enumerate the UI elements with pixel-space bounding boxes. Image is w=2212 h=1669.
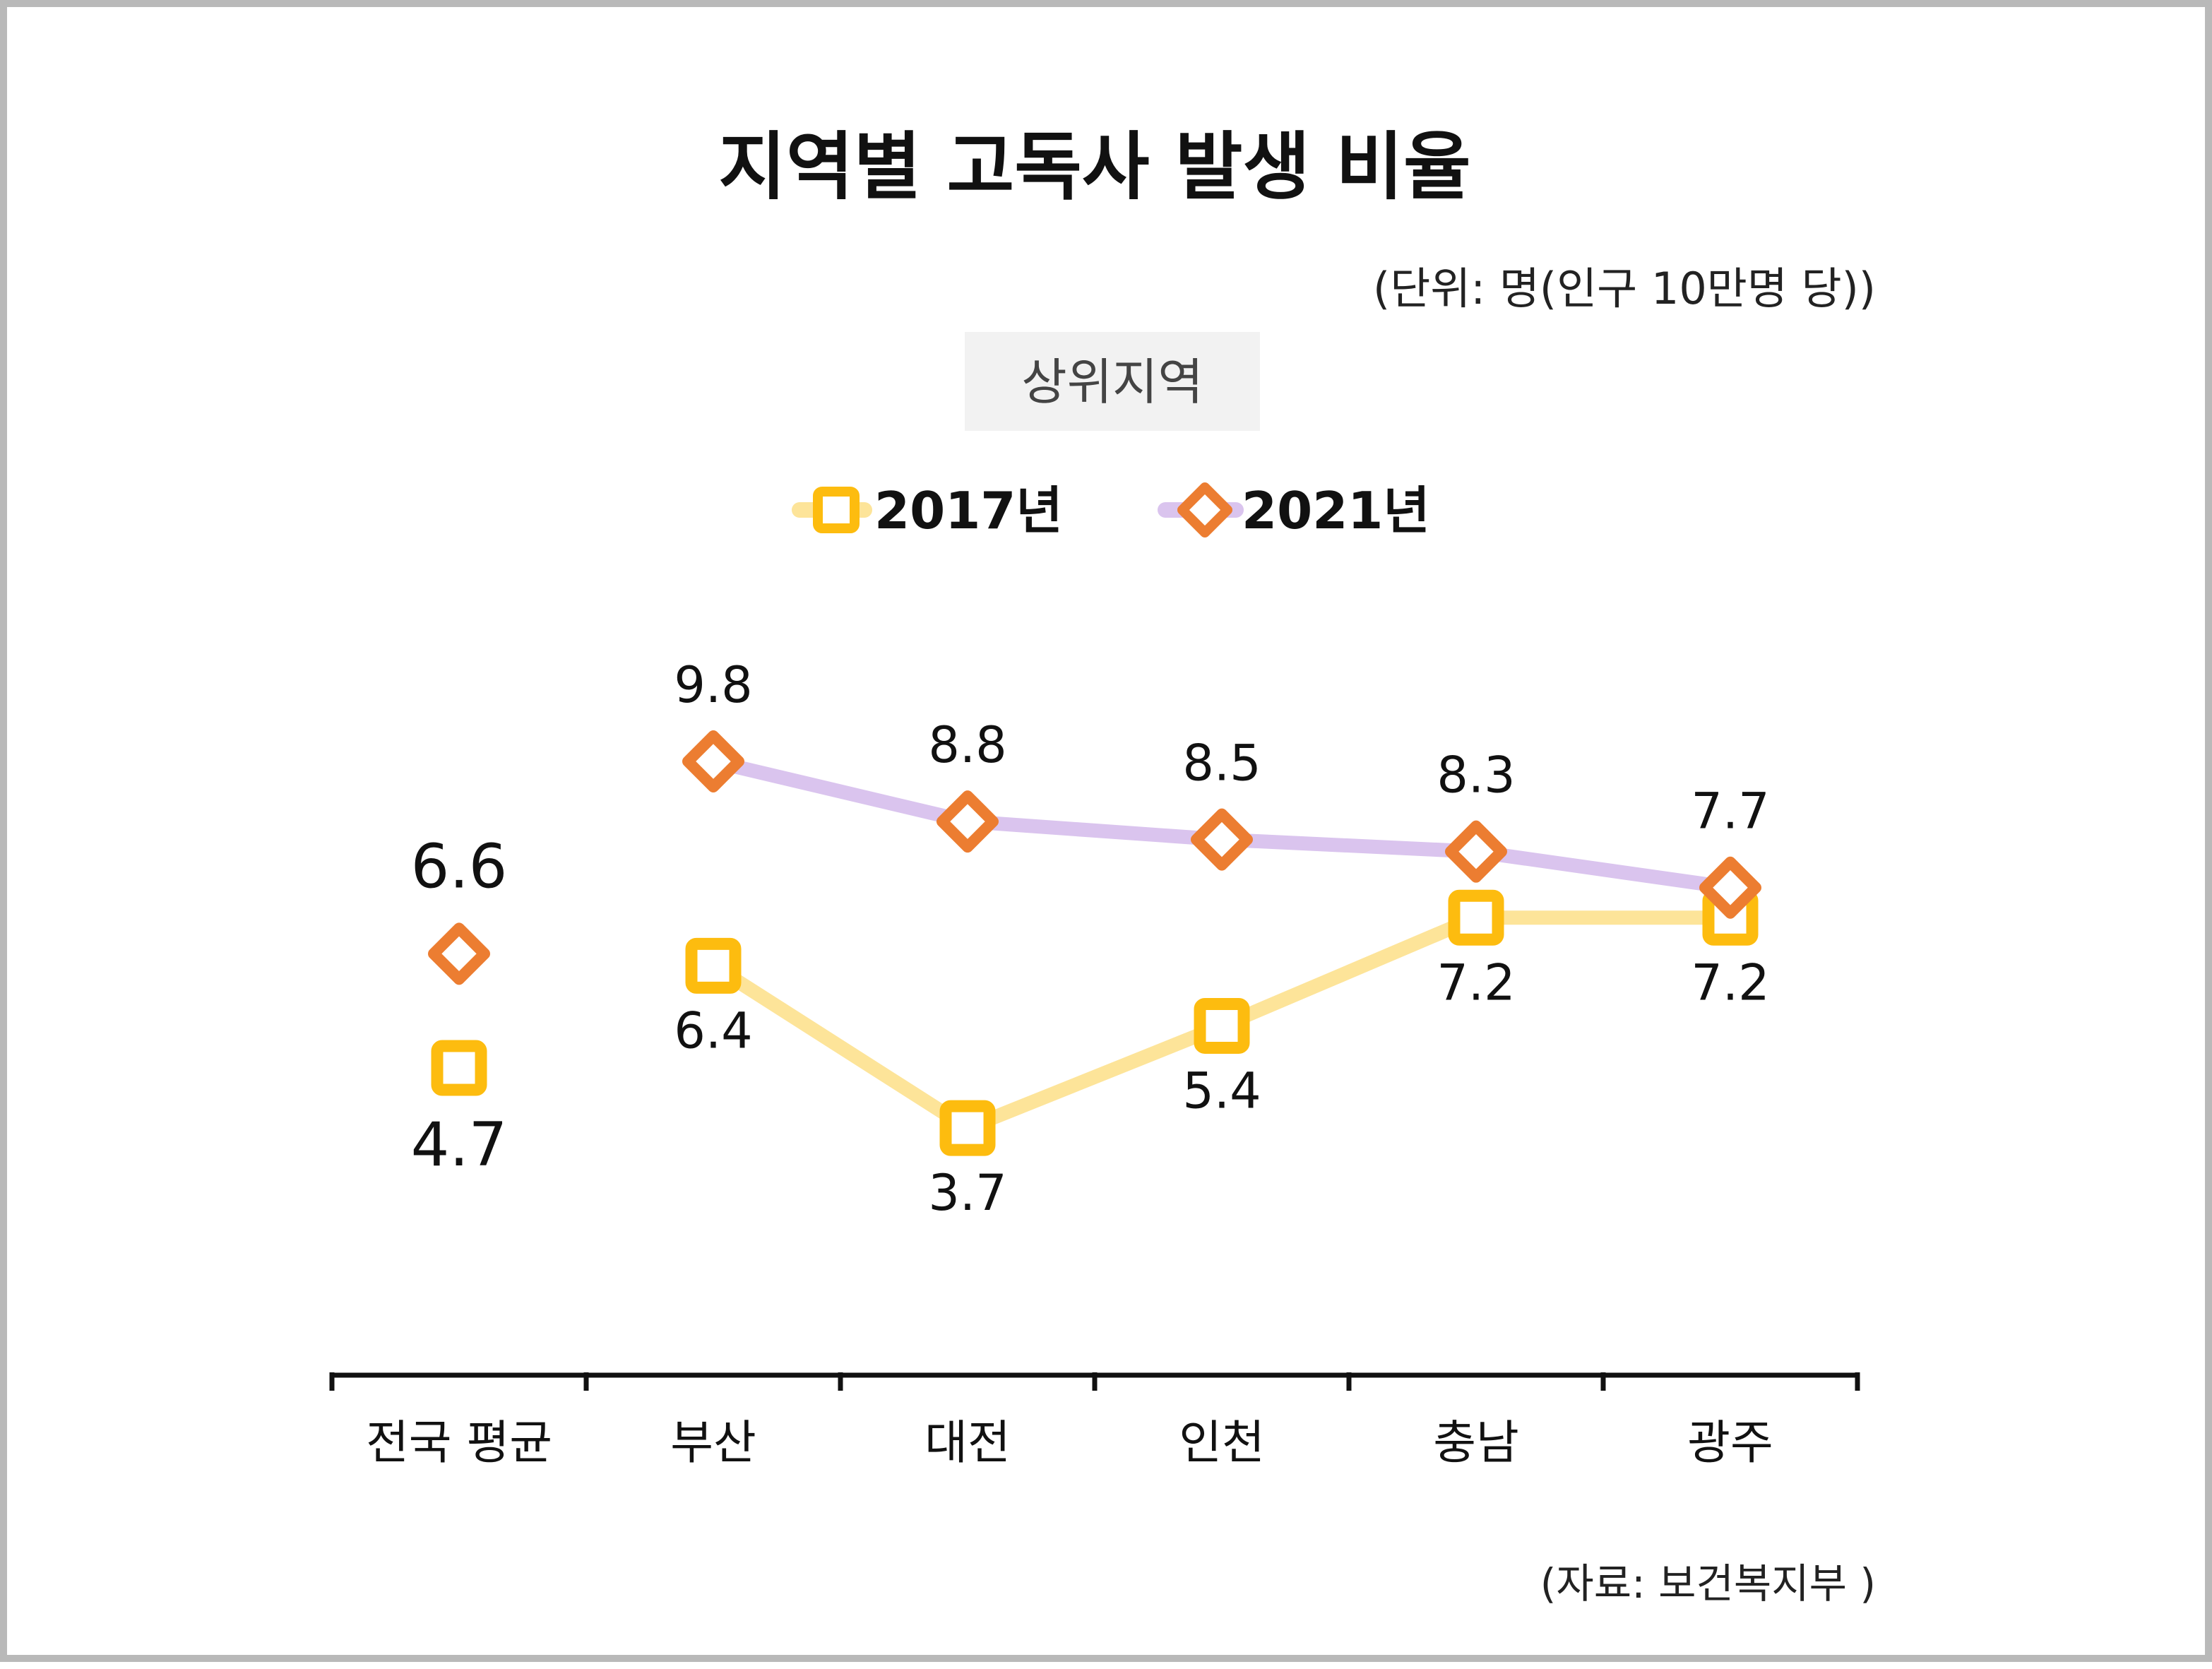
data-label: 8.8 (928, 716, 1006, 774)
marker-2017 (685, 937, 742, 994)
data-label: 7.2 (1437, 954, 1515, 1011)
series-2021: 6.6 9.8 8.8 8.5 8.3 7.7 (411, 656, 1770, 985)
x-tick-label: 전국 평균 (366, 1415, 552, 1470)
legend-marker-2021 (1177, 482, 1232, 537)
marker-2021 (428, 922, 490, 985)
legend: 2017년 2021년 (792, 481, 1430, 540)
data-label: 7.7 (1691, 783, 1769, 841)
legend-marker-2017 (813, 487, 860, 533)
data-label: 8.3 (1437, 747, 1515, 804)
marker-2021 (936, 790, 999, 853)
marker-2021 (1445, 820, 1507, 883)
data-label: 6.6 (411, 831, 508, 902)
x-tick-label: 광주 (1687, 1415, 1773, 1470)
x-tick-label: 부산 (670, 1415, 756, 1470)
legend-label-2021: 2021년 (1242, 481, 1430, 540)
data-label: 8.5 (1182, 735, 1261, 792)
unit-note: (단위: 명(인구 10만명 당)) (1373, 263, 1876, 314)
data-label: 4.7 (411, 1110, 508, 1180)
data-label: 5.4 (1182, 1062, 1261, 1119)
data-label: 9.8 (674, 656, 752, 714)
x-tick-label: 충남 (1433, 1415, 1518, 1470)
x-axis: 전국 평균 부산 대전 인천 충남 광주 (329, 1372, 1860, 1470)
x-tick-label: 대전 (924, 1415, 1010, 1470)
marker-2017 (431, 1040, 487, 1096)
marker-2017 (939, 1100, 996, 1156)
data-label: 3.7 (928, 1164, 1006, 1222)
data-label: 7.2 (1691, 954, 1769, 1011)
data-label: 6.4 (674, 1002, 752, 1059)
marker-2017 (1448, 889, 1504, 946)
marker-2021 (1699, 856, 1761, 919)
source-note: (자료: 보건복지부 ) (1540, 1560, 1876, 1608)
chart-svg: 지역별 고독사 발생 비율 (단위: 명(인구 10만명 당)) 상위지역 20… (329, 124, 1876, 1608)
chart-subtitle: 상위지역 (1021, 353, 1203, 411)
marker-2017 (1194, 997, 1250, 1054)
marker-2021 (1191, 808, 1253, 871)
series-2017: 4.7 6.4 3.7 5.4 7.2 7.2 (411, 889, 1770, 1222)
marker-2021 (682, 730, 744, 793)
legend-label-2017: 2017년 (874, 481, 1063, 540)
x-tick-label: 인천 (1179, 1415, 1264, 1470)
subtitle-box (965, 332, 1260, 431)
chart-title: 지역별 고독사 발생 비율 (718, 124, 1470, 210)
